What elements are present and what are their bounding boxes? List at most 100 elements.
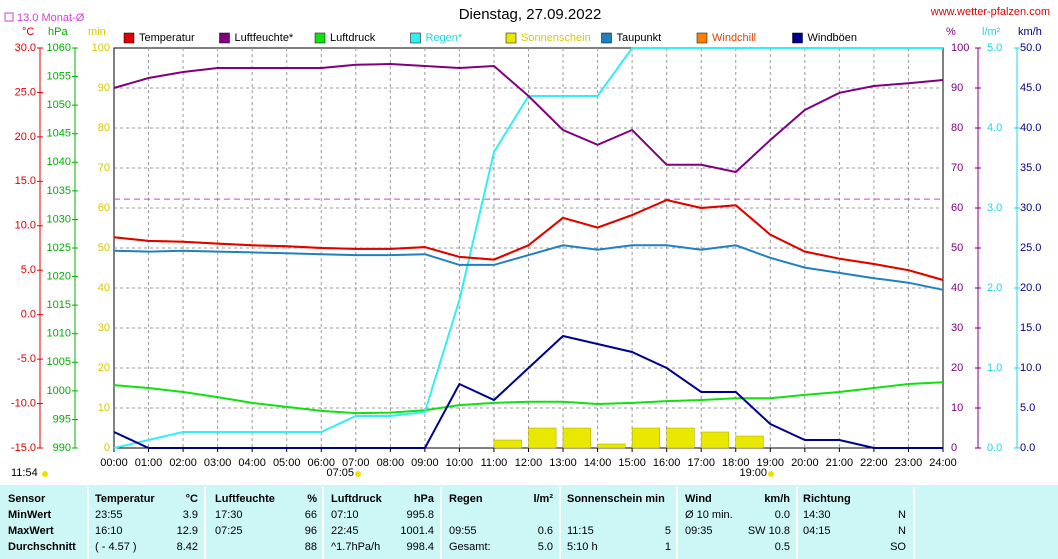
table-cell: 12.9: [177, 525, 198, 537]
y-tick-label: 50.0: [1020, 42, 1041, 54]
y-tick-label: 30: [98, 322, 110, 334]
table-cell: ^1.7hPa/h: [331, 541, 380, 553]
table-header: Temperatur: [95, 493, 155, 505]
x-tick-label: 09:00: [411, 457, 439, 469]
y-tick-label: 1050: [47, 99, 71, 111]
table-header: %: [307, 493, 317, 505]
legend-swatch: [219, 32, 230, 44]
y-tick-label: 3.0: [987, 202, 1002, 214]
source-link: www.wetter-pfalzen.com: [930, 6, 1050, 18]
x-tick-label: 06:00: [307, 457, 335, 469]
y-tick-label: 60: [98, 202, 110, 214]
series-line: [113, 381, 944, 415]
legend-swatch: [410, 32, 421, 44]
x-tick-label: 23:00: [895, 457, 923, 469]
legend-label: Taupunkt: [617, 32, 662, 44]
table-cell: 07:25: [215, 525, 243, 537]
series-line: [113, 62, 944, 174]
y-tick-label: 995: [53, 413, 71, 425]
x-tick-label: 03:00: [204, 457, 232, 469]
legend-swatch: [792, 32, 803, 44]
y-tick-label: 80: [951, 122, 963, 134]
y-tick-label: -15.0: [11, 442, 36, 454]
y-tick-label: 35.0: [1020, 162, 1041, 174]
axis-unit: °C: [22, 26, 34, 38]
y-tick-label: 1045: [47, 128, 71, 140]
y-tick-label: 1.0: [987, 362, 1002, 374]
x-tick-label: 01:00: [135, 457, 163, 469]
x-tick-label: 12:00: [515, 457, 543, 469]
table-header: Sonnenschein min: [567, 493, 665, 505]
y-tick-label: -10.0: [11, 397, 36, 409]
table-cell: 96: [305, 525, 317, 537]
y-tick-label: 0: [951, 442, 957, 454]
y-tick-label: 0.0: [1020, 442, 1035, 454]
table-cell: 04:15: [803, 525, 831, 537]
y-tick-label: 990: [53, 442, 71, 454]
table-header: Sensor: [8, 493, 46, 505]
x-tick-label: 14:00: [584, 457, 612, 469]
sunshine-bar: [735, 435, 764, 449]
table-cell: 0.5: [775, 541, 790, 553]
y-tick-label: 5.0: [987, 42, 1002, 54]
table-cell: SW 10.8: [748, 525, 790, 537]
stats-table-bg: [0, 485, 1058, 559]
x-tick-label: 22:00: [860, 457, 888, 469]
y-tick-label: 10.0: [15, 220, 36, 232]
x-tick-label: 16:00: [653, 457, 681, 469]
y-tick-label: 10.0: [1020, 362, 1041, 374]
table-cell: 5: [665, 525, 671, 537]
y-tick-label: 0: [104, 442, 110, 454]
x-tick-label: 05:00: [273, 457, 301, 469]
x-tick-label: 24:00: [929, 457, 957, 469]
y-tick-label: 10: [951, 402, 963, 414]
y-tick-label: 60: [951, 202, 963, 214]
legend-swatch: [123, 32, 135, 44]
y-tick-label: 4.0: [987, 122, 1002, 134]
y-tick-label: 40: [951, 282, 963, 294]
table-cell: 1001.4: [400, 525, 434, 537]
x-tick-label: 00:00: [100, 457, 128, 469]
sun-time-label: 19:00: [739, 467, 767, 479]
x-tick-label: 21:00: [826, 457, 854, 469]
sunshine-bar: [700, 431, 730, 449]
x-tick-label: 04:00: [238, 457, 266, 469]
table-cell: 5:10 h: [567, 541, 598, 553]
y-tick-label: 40.0: [1020, 122, 1041, 134]
y-tick-label: 1040: [47, 156, 71, 168]
sun-time-label: 11:54: [11, 467, 38, 479]
legend-label: Windchill: [712, 32, 756, 44]
y-tick-label: 1055: [47, 70, 71, 82]
y-tick-label: 90: [951, 82, 963, 94]
y-tick-label: 40: [98, 282, 110, 294]
y-tick-label: 25.0: [1020, 242, 1041, 254]
y-tick-label: 10: [98, 402, 110, 414]
x-tick-label: 17:00: [687, 457, 715, 469]
y-tick-label: 50: [98, 242, 110, 254]
legend-label: Luftdruck: [330, 32, 376, 44]
table-cell: 11:15: [567, 525, 594, 537]
sunshine-bar: [528, 427, 557, 449]
sun-icon: [355, 471, 361, 477]
series-line: [113, 198, 944, 281]
table-cell: 998.4: [406, 541, 434, 553]
table-cell: 1: [665, 541, 671, 553]
table-header: °C: [186, 493, 198, 505]
chart-title: Dienstag, 27.09.2022: [459, 6, 602, 23]
y-tick-label: 30.0: [15, 42, 36, 54]
y-tick-label: 0.0: [987, 442, 1002, 454]
y-tick-label: 15.0: [1020, 322, 1041, 334]
x-tick-label: 07:00: [342, 457, 370, 469]
sunshine-bar: [597, 443, 626, 449]
x-tick-label: 10:00: [446, 457, 474, 469]
table-cell: 07:10: [331, 509, 359, 521]
sunshine-bar: [562, 427, 591, 449]
table-cell: 22:45: [331, 525, 359, 537]
table-header: Regen: [449, 493, 483, 505]
y-tick-label: 80: [98, 122, 110, 134]
y-tick-label: 15.0: [15, 175, 36, 187]
reference-legend-icon: [4, 12, 14, 22]
y-tick-label: 20.0: [1020, 282, 1041, 294]
x-tick-label: 18:00: [722, 457, 750, 469]
